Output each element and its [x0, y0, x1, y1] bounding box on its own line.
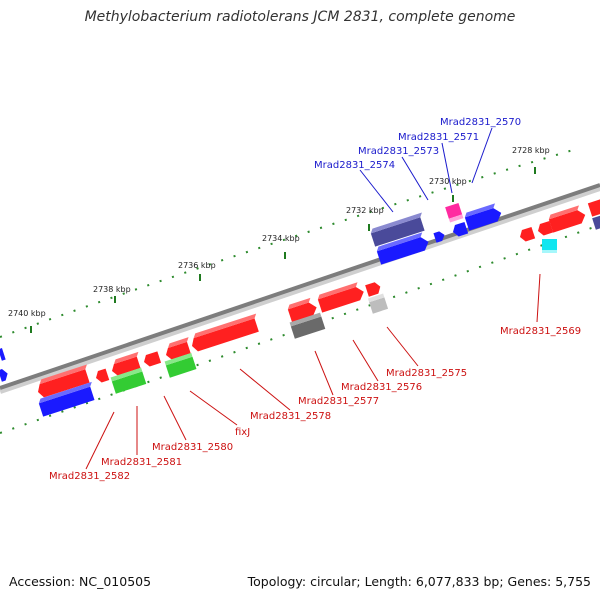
gene-label-mrad2831-2577[interactable]: Mrad2831_2577	[298, 396, 379, 407]
gene-label-mrad2831-2573[interactable]: Mrad2831_2573	[358, 146, 439, 157]
gene-label-mrad2831-2571[interactable]: Mrad2831_2571	[398, 132, 479, 143]
gene-arrow-red[interactable]	[35, 364, 93, 399]
reverse-strand-genes	[35, 281, 389, 417]
gene-arrow-red[interactable]	[109, 351, 143, 377]
gene-arrow-red[interactable]	[317, 281, 366, 313]
gene-arrow-red[interactable]	[287, 297, 319, 323]
gene-box-green[interactable]	[110, 367, 147, 394]
gene-label-mrad2831-2575[interactable]: Mrad2831_2575	[386, 368, 467, 379]
gene-arrow-blue[interactable]	[433, 230, 446, 243]
gene-arrow-red[interactable]	[587, 199, 600, 217]
ruler-label-2734: 2734 kbp	[262, 234, 300, 243]
gene-box-navy[interactable]	[370, 212, 428, 247]
gene-arrow-red[interactable]	[189, 313, 262, 353]
gene-arrow-blue[interactable]	[0, 368, 9, 382]
genome-backbone	[0, 183, 600, 390]
genome-title: Methylobacterium radiotolerans JCM 2831,…	[84, 9, 516, 25]
ruler-label-2740: 2740 kbp	[8, 309, 46, 318]
gene-arrow-red[interactable]	[518, 226, 536, 243]
ruler-label-2730: 2730 kbp	[429, 177, 467, 186]
forward-strand-genes	[0, 199, 600, 382]
ruler-label-2738: 2738 kbp	[93, 285, 131, 294]
gene-box-gray[interactable]	[289, 312, 326, 339]
gene-box-lightgray[interactable]	[367, 293, 389, 314]
gene-arrow-blue[interactable]	[0, 348, 6, 361]
gene-box-magenta[interactable]	[445, 202, 464, 223]
genome-backbone-shadow	[0, 185, 600, 394]
ruler-label-2728: 2728 kbp	[512, 146, 550, 155]
genome-summary-text: Topology: circular; Length: 6,077,833 bp…	[247, 574, 591, 589]
leader-line-2574	[359, 169, 394, 213]
accession-text: Accession: NC_010505	[9, 574, 152, 589]
gene-arrow-red[interactable]	[142, 351, 162, 367]
leader-line-2582	[85, 411, 115, 470]
gene-label-mrad2831-2580[interactable]: Mrad2831_2580	[152, 442, 233, 453]
leader-line-2580	[163, 395, 187, 441]
leader-line-2576	[352, 339, 379, 382]
ruler-label-2736: 2736 kbp	[178, 261, 216, 270]
gene-arrow-red[interactable]	[536, 220, 554, 237]
gene-arrow-blue[interactable]	[451, 221, 469, 238]
leader-line-2575	[386, 326, 419, 367]
leader-line-2570	[471, 127, 493, 184]
gene-box-green[interactable]	[164, 352, 197, 378]
gene-label-fixj[interactable]: fixJ	[235, 427, 250, 438]
leader-line-2577	[314, 350, 334, 396]
leader-line-2578	[239, 368, 291, 411]
leader-line-2571	[441, 142, 453, 194]
gene-arrow-blue[interactable]	[464, 202, 504, 231]
ruler-label-2732: 2732 kbp	[346, 206, 384, 215]
gene-label-mrad2831-2570[interactable]: Mrad2831_2570	[440, 117, 521, 128]
gene-label-mrad2831-2569[interactable]: Mrad2831_2569	[500, 326, 581, 337]
gene-arrow-red[interactable]	[94, 368, 110, 384]
gene-label-mrad2831-2582[interactable]: Mrad2831_2582	[49, 471, 130, 482]
leader-line-2569	[536, 273, 541, 323]
gene-box-cyan[interactable]	[542, 239, 557, 253]
gene-arrow-red[interactable]	[548, 204, 588, 233]
gene-box-navy[interactable]	[592, 215, 600, 230]
gene-label-mrad2831-2574[interactable]: Mrad2831_2574	[314, 160, 395, 171]
gene-label-mrad2831-2576[interactable]: Mrad2831_2576	[341, 382, 422, 393]
gene-label-mrad2831-2581[interactable]: Mrad2831_2581	[101, 457, 182, 468]
gene-arrow-red[interactable]	[365, 281, 382, 297]
gene-label-mrad2831-2578[interactable]: Mrad2831_2578	[250, 411, 331, 422]
ruler-major-ticks	[30, 167, 536, 333]
gene-arrow-blue[interactable]	[38, 381, 98, 417]
leader-line-2573	[401, 156, 429, 201]
gene-arrow-blue[interactable]	[376, 231, 431, 265]
leader-line-fixj	[189, 390, 238, 426]
